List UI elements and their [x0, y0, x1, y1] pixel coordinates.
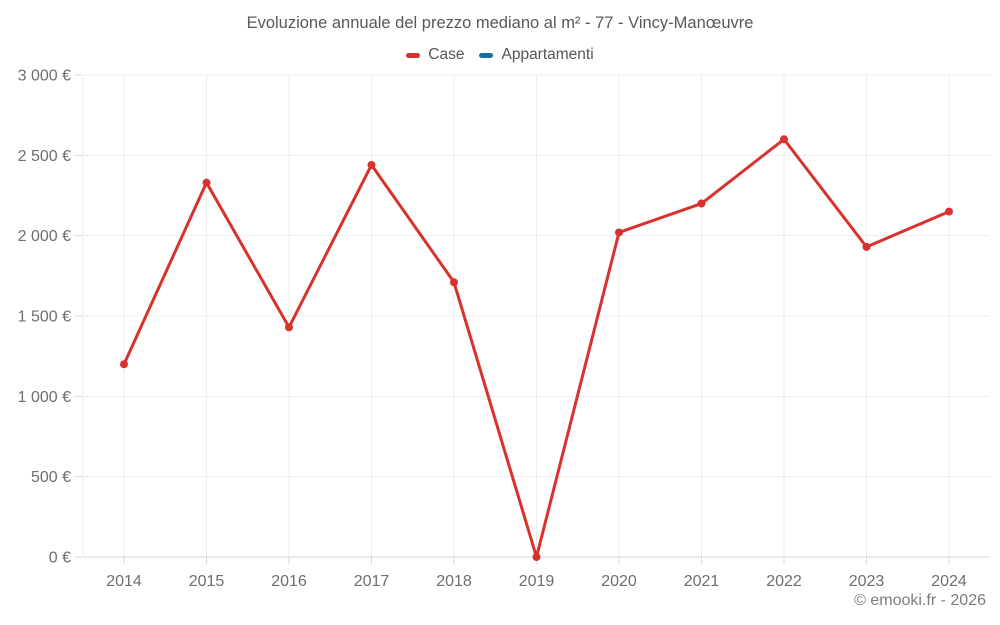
y-tick-label: 2 000 €	[18, 228, 71, 245]
legend-item-case[interactable]: Case	[406, 46, 464, 64]
y-tick-label: 3 000 €	[18, 68, 71, 85]
data-point-case-2018[interactable]	[450, 278, 458, 287]
x-tick-label: 2020	[601, 573, 637, 590]
appartamenti-series-swatch-icon	[479, 52, 494, 58]
y-tick-label: 1 500 €	[18, 309, 71, 326]
data-point-case-2019[interactable]	[532, 553, 541, 561]
data-point-case-2024[interactable]	[945, 207, 953, 216]
legend-label-appartamenti: Appartamenti	[501, 46, 594, 63]
data-point-case-2017[interactable]	[367, 160, 376, 169]
y-tick-label: 2 500 €	[18, 148, 71, 165]
legend-item-appartamenti[interactable]: Appartamenti	[479, 46, 594, 64]
data-point-case-2022[interactable]	[780, 135, 788, 144]
case-series-swatch-icon	[406, 52, 421, 58]
copyright-credit: © emooki.fr - 2026	[854, 592, 986, 609]
chart-title: Evoluzione annuale del prezzo mediano al…	[246, 14, 754, 32]
data-point-case-2016[interactable]	[285, 323, 293, 332]
x-tick-label: 2024	[931, 573, 967, 590]
data-point-case-2021[interactable]	[697, 199, 706, 208]
y-tick-label: 0 €	[49, 550, 71, 567]
data-point-case-2023[interactable]	[862, 242, 871, 251]
legend-label-case: Case	[428, 46, 465, 63]
x-tick-label: 2023	[849, 573, 885, 590]
chart-legend: Case Appartamenti	[0, 46, 1000, 64]
data-point-case-2015[interactable]	[202, 178, 211, 187]
y-tick-label: 1 000 €	[18, 389, 71, 406]
x-tick-label: 2016	[271, 573, 307, 590]
x-tick-label: 2022	[766, 573, 802, 590]
data-point-case-2020[interactable]	[615, 228, 623, 237]
x-tick-label: 2018	[436, 573, 472, 590]
x-tick-label: 2019	[519, 573, 555, 590]
x-tick-label: 2021	[684, 573, 720, 590]
y-tick-label: 500 €	[31, 469, 71, 486]
data-point-case-2014[interactable]	[120, 360, 128, 369]
x-tick-label: 2015	[189, 573, 225, 590]
x-tick-label: 2014	[106, 573, 142, 590]
x-tick-label: 2017	[354, 573, 390, 590]
